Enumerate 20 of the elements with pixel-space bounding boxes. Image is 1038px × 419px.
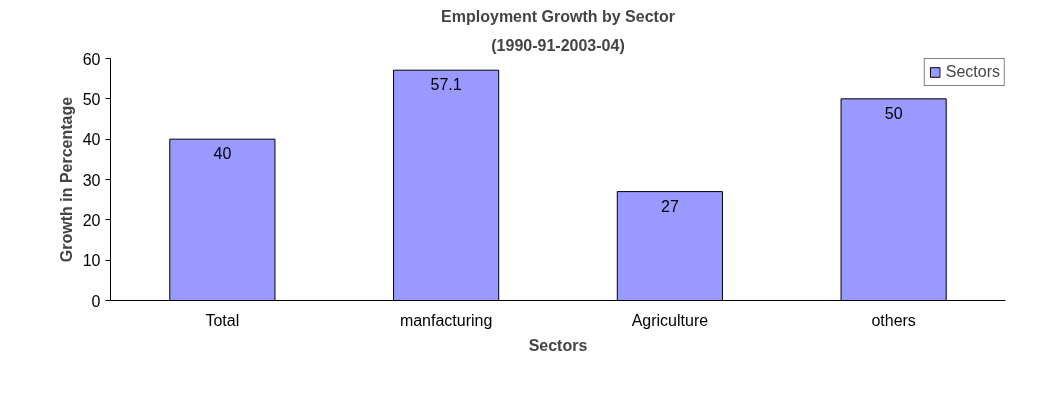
data-label: 40 <box>213 145 232 163</box>
legend-label: Sectors <box>945 63 1000 81</box>
data-label: 50 <box>884 104 903 122</box>
y-tick-label: 40 <box>82 131 101 149</box>
chart-subtitle: (1990-91-2003-04) <box>491 36 625 54</box>
data-label: 27 <box>660 197 679 215</box>
x-tick-label: others <box>871 311 916 329</box>
chart-title: Employment Growth by Sector <box>441 7 675 25</box>
y-tick-label: 50 <box>82 90 101 108</box>
y-axis-title: Growth in Percentage <box>57 96 75 263</box>
x-axis-title: Sectors <box>528 336 588 354</box>
data-label: 57.1 <box>430 76 462 94</box>
y-tick-label: 20 <box>82 211 101 229</box>
x-tick-label: Total <box>205 311 240 329</box>
y-tick-label: 0 <box>91 292 101 310</box>
y-tick-label: 10 <box>82 252 101 270</box>
y-tick-label: 60 <box>82 50 101 68</box>
y-tick-label: 30 <box>82 171 101 189</box>
x-tick-label: manfacturing <box>399 311 493 329</box>
x-tick-label: Agriculture <box>631 311 709 329</box>
